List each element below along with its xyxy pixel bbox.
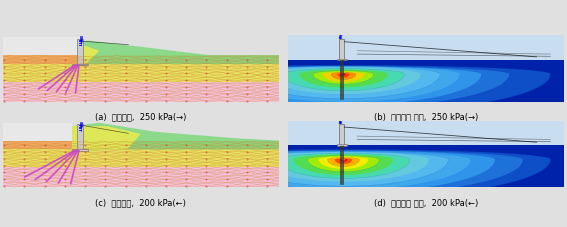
Polygon shape — [3, 167, 278, 187]
Bar — [289, 121, 564, 145]
PathPatch shape — [266, 67, 421, 94]
PathPatch shape — [178, 66, 509, 107]
PathPatch shape — [137, 65, 551, 113]
Bar — [72, 149, 88, 151]
PathPatch shape — [192, 151, 495, 193]
Polygon shape — [3, 123, 72, 141]
Polygon shape — [3, 64, 278, 82]
PathPatch shape — [258, 152, 429, 182]
Polygon shape — [80, 44, 99, 64]
Bar — [337, 144, 347, 146]
PathPatch shape — [319, 157, 369, 169]
PathPatch shape — [164, 151, 523, 195]
PathPatch shape — [206, 66, 481, 105]
Polygon shape — [3, 141, 278, 149]
PathPatch shape — [247, 66, 440, 99]
Bar — [337, 59, 347, 60]
PathPatch shape — [335, 158, 352, 164]
Bar — [289, 59, 564, 60]
Polygon shape — [3, 149, 278, 167]
PathPatch shape — [341, 74, 346, 75]
Text: (d)  수평변위 분포,  200 kPa(←): (d) 수평변위 분포, 200 kPa(←) — [374, 198, 479, 207]
PathPatch shape — [340, 159, 348, 162]
Polygon shape — [72, 126, 141, 149]
Bar — [77, 39, 83, 65]
Polygon shape — [3, 37, 80, 55]
PathPatch shape — [308, 155, 379, 172]
PathPatch shape — [337, 73, 350, 77]
Bar — [77, 124, 83, 150]
Text: (b)  수평변위 분포,  250 kPa(→): (b) 수평변위 분포, 250 kPa(→) — [374, 113, 479, 122]
PathPatch shape — [328, 158, 359, 167]
Bar — [340, 39, 344, 60]
PathPatch shape — [299, 70, 388, 87]
PathPatch shape — [294, 155, 393, 175]
Polygon shape — [3, 55, 278, 64]
PathPatch shape — [228, 66, 459, 102]
PathPatch shape — [239, 152, 448, 186]
PathPatch shape — [283, 69, 404, 91]
PathPatch shape — [277, 153, 410, 178]
PathPatch shape — [342, 159, 345, 160]
Text: (a)  변형형상,  250 kPa(→): (a) 변형형상, 250 kPa(→) — [95, 113, 187, 122]
Bar — [72, 64, 88, 65]
Bar — [289, 35, 564, 60]
Polygon shape — [72, 123, 278, 149]
Polygon shape — [80, 41, 278, 64]
PathPatch shape — [331, 72, 356, 80]
Polygon shape — [3, 82, 278, 102]
Bar — [289, 35, 564, 60]
PathPatch shape — [217, 152, 471, 190]
Bar — [289, 121, 564, 145]
Bar — [340, 124, 344, 145]
Text: (c)  변형형상,  200 kPa(←): (c) 변형형상, 200 kPa(←) — [95, 198, 186, 207]
PathPatch shape — [323, 72, 364, 82]
PathPatch shape — [313, 71, 374, 84]
PathPatch shape — [137, 149, 551, 198]
